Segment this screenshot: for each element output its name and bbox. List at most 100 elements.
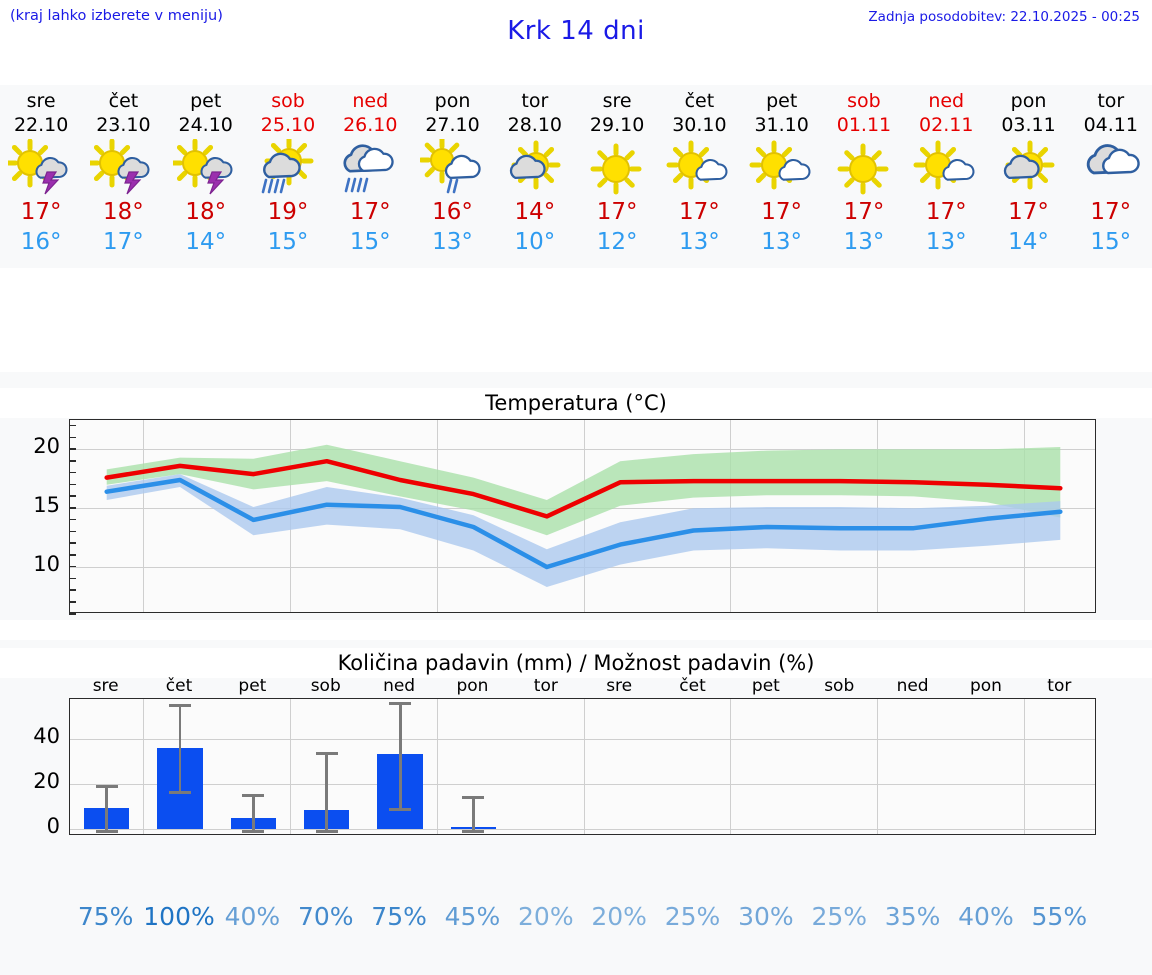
day-date-label: 30.10 (672, 114, 727, 136)
temperature-chart-block: Temperatura (°C) © vreme.us & vreme.pro … (0, 372, 1152, 858)
temperature-gridline (70, 449, 1095, 451)
sun-small-cloud-icon (749, 139, 815, 195)
sun-cloud-drizzle-icon (419, 139, 486, 195)
day-column-04-11[interactable]: tor 04.11 17° 15° (1070, 85, 1152, 268)
precipitation-day-label: tor (1047, 676, 1072, 696)
precipitation-y-tick-label: 40 (33, 724, 60, 749)
day-column-30-10[interactable]: čet 30.10 17° 13° (658, 85, 740, 268)
precipitation-gridline (70, 784, 1095, 786)
sun-behind-cloud-icon (996, 139, 1062, 195)
precipitation-error-bar-stem (251, 795, 255, 832)
sun-small-cloud-icon (913, 139, 979, 195)
day-of-week-label: čet (108, 90, 139, 112)
day-date-label: 25.10 (260, 114, 316, 136)
precipitation-day-label: ned (896, 676, 929, 696)
temperature-series-svg (104, 444, 1063, 587)
temperature-y-minor-tick (69, 589, 76, 591)
day-column-29-10[interactable]: sre 29.10 17° 12° (576, 85, 658, 268)
precipitation-day-gridline (730, 699, 732, 834)
day-date-label: 23.10 (96, 114, 151, 136)
day-column-28-10[interactable]: tor 28.10 14° 10° (494, 85, 576, 268)
min-temperature-value: 15° (267, 229, 309, 255)
day-date-label: 27.10 (425, 114, 480, 136)
day-of-week-label: tor (521, 90, 549, 112)
max-temperature-value: 18° (103, 199, 144, 225)
precipitation-day-label: pon (969, 676, 1002, 696)
day-column-22-10[interactable]: sre 22.10 17° 16° (0, 85, 82, 268)
precipitation-error-bar-stem (398, 703, 402, 810)
precipitation-probability-label: 75% (371, 902, 427, 931)
precipitation-y-tick-label: 20 (33, 769, 60, 794)
precipitation-day-label: sre (606, 676, 633, 696)
precipitation-probability-label: 40% (224, 902, 281, 931)
precipitation-gridline (70, 829, 1095, 831)
precipitation-error-bar-cap-upper (95, 785, 118, 789)
day-column-24-10[interactable]: pet 24.10 18° 14° (165, 85, 247, 268)
precipitation-error-bar-cap-lower (315, 830, 338, 834)
precipitation-day-label: ned (383, 676, 416, 696)
temperature-y-minor-tick (69, 577, 76, 580)
day-column-27-10[interactable]: pon 27.10 16° 13° (411, 85, 493, 268)
precipitation-gridline (70, 739, 1095, 741)
day-date-label: 04.11 (1083, 114, 1138, 136)
day-date-label: 22.10 (13, 114, 69, 136)
sun-cloud-thunder-icon (90, 139, 156, 195)
min-temperature-value: 15° (349, 229, 391, 255)
max-temperature-value: 17° (761, 199, 803, 225)
max-temperature-value: 17° (596, 199, 638, 225)
day-date-label: 24.10 (178, 114, 233, 136)
precipitation-day-label: čet (679, 676, 706, 696)
precipitation-probability-label: 100% (143, 902, 215, 931)
precipitation-day-gridline (290, 699, 292, 834)
day-column-01-11[interactable]: sob 01.11 17° 13° (823, 85, 905, 268)
precipitation-error-bar-cap-lower (95, 830, 118, 834)
min-temperature-value: 10° (514, 229, 556, 255)
day-column-31-10[interactable]: pet 31.10 17° 13° (741, 85, 823, 268)
precipitation-error-bar-cap-lower (389, 807, 412, 811)
day-of-week-label: pet (190, 90, 222, 112)
precipitation-error-bar-cap-lower (462, 830, 485, 834)
precipitation-error-bar-cap-upper (462, 796, 485, 800)
precipitation-probability-label: 40% (958, 902, 1014, 931)
precipitation-error-bar-stem (325, 752, 329, 832)
day-column-03-11[interactable]: pon 03.11 17° 14° (987, 85, 1069, 268)
precipitation-error-bar-cap-lower (169, 790, 192, 794)
last-updated-text: Zadnja posodobitev: 22.10.2025 - 00:25 (868, 9, 1140, 25)
temperature-y-minor-tick (69, 565, 76, 568)
top-bar: (kraj lahko izberete v meniju) Krk 14 dn… (0, 0, 1152, 60)
day-of-week-label: ned (352, 90, 389, 112)
day-date-label: 02.11 (919, 114, 974, 136)
precipitation-error-bar-cap-lower (242, 830, 265, 834)
precipitation-probability-label: 45% (444, 902, 501, 931)
precipitation-probability-label: 55% (1031, 902, 1088, 931)
precipitation-error-bar-cap-upper (169, 704, 192, 708)
precipitation-error-bar-stem (105, 786, 109, 832)
precipitation-day-label: tor (533, 676, 558, 696)
day-of-week-label: sre (602, 90, 632, 112)
day-column-25-10[interactable]: sob 25.10 19° 15° (247, 85, 329, 268)
precipitation-day-gridline (436, 699, 438, 834)
max-temperature-value: 17° (843, 199, 885, 225)
day-of-week-label: ned (928, 90, 965, 112)
sun-cloud-thunder-icon (172, 139, 239, 195)
precipitation-probability-label: 20% (518, 902, 574, 931)
day-column-26-10[interactable]: ned 26.10 17° 15° (329, 85, 411, 268)
precipitation-error-bar-cap-upper (242, 794, 265, 798)
min-temperature-value: 13° (761, 229, 803, 255)
precipitation-probability-label: 30% (738, 902, 794, 931)
day-column-02-11[interactable]: ned 02.11 17° 13° (905, 85, 987, 268)
sun-behind-cloud-icon (502, 139, 568, 195)
sun-cloud-rain-icon (255, 139, 321, 195)
day-column-23-10[interactable]: čet 23.10 18° 17° (82, 85, 164, 268)
max-temperature-value: 17° (349, 199, 391, 225)
temperature-y-minor-tick (69, 436, 76, 439)
precipitation-day-gridline (876, 699, 878, 834)
precipitation-day-label: pet (238, 676, 267, 696)
max-temperature-value: 19° (267, 199, 309, 225)
precipitation-error-bar-stem (472, 797, 475, 832)
precipitation-day-label: pet (751, 676, 780, 696)
day-date-label: 03.11 (1001, 114, 1056, 136)
precipitation-day-gridline (583, 699, 585, 834)
sun-icon (831, 139, 897, 195)
max-temperature-value: 17° (1008, 199, 1049, 225)
